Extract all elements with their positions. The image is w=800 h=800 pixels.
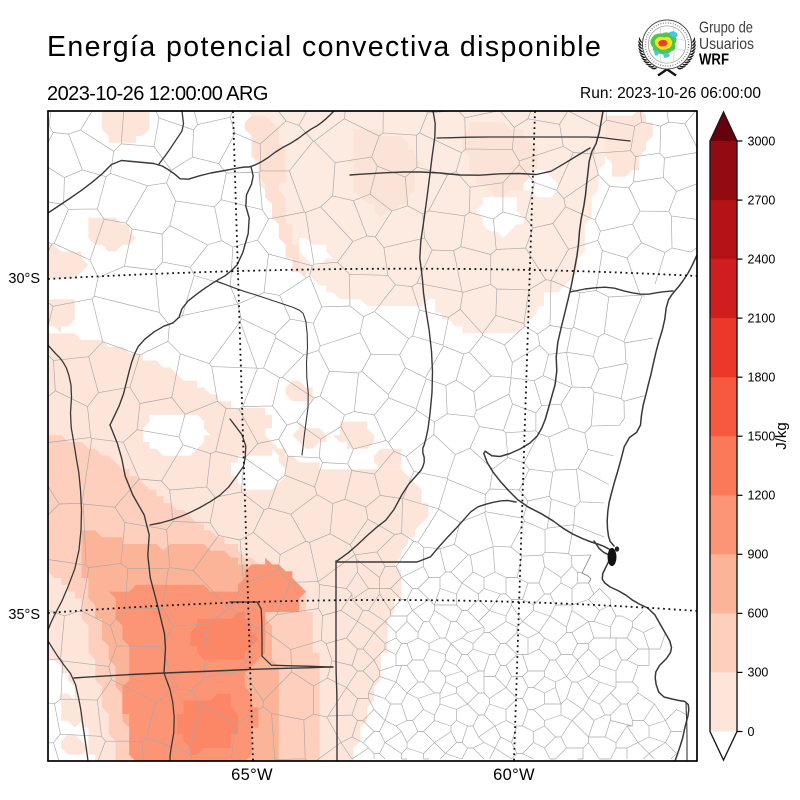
svg-text:3000: 3000 — [748, 134, 776, 148]
svg-text:1200: 1200 — [748, 489, 776, 503]
svg-text:600: 600 — [748, 607, 769, 621]
svg-text:J/kg: J/kg — [773, 422, 790, 450]
svg-text:900: 900 — [748, 548, 769, 562]
svg-text:WRF: WRF — [699, 52, 729, 69]
svg-text:1800: 1800 — [748, 371, 776, 385]
svg-text:35°S: 35°S — [8, 607, 40, 623]
svg-text:2100: 2100 — [748, 311, 776, 325]
svg-text:0: 0 — [748, 725, 755, 739]
svg-text:Run: 2023-10-26 06:00:00: Run: 2023-10-26 06:00:00 — [580, 85, 761, 102]
svg-text:1500: 1500 — [748, 430, 776, 444]
svg-text:Grupo de: Grupo de — [699, 20, 753, 37]
svg-text:2400: 2400 — [748, 252, 776, 266]
svg-text:300: 300 — [748, 666, 769, 680]
svg-text:30°S: 30°S — [8, 271, 40, 287]
svg-text:2023-10-26 12:00:00 ARG: 2023-10-26 12:00:00 ARG — [47, 83, 268, 105]
svg-text:60°W: 60°W — [493, 766, 535, 784]
svg-text:65°W: 65°W — [231, 766, 273, 784]
svg-text:Usuarios: Usuarios — [699, 36, 754, 53]
svg-text:2700: 2700 — [748, 193, 776, 207]
svg-text:Energía potencial convectiva d: Energía potencial convectiva disponible — [47, 31, 602, 63]
